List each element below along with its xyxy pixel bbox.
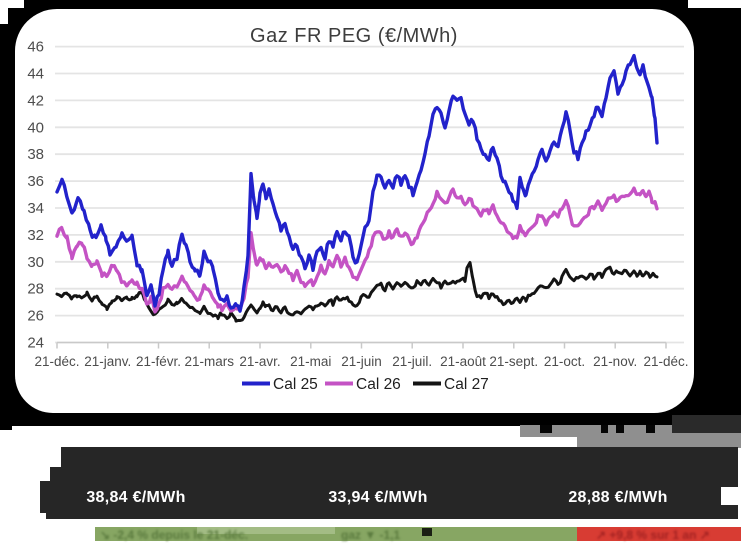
svg-text:44: 44: [27, 66, 44, 83]
svg-text:Gaz FR PEG (€/MWh): Gaz FR PEG (€/MWh): [250, 25, 458, 47]
svg-text:21-mai: 21-mai: [290, 354, 331, 369]
svg-text:21-mars: 21-mars: [184, 354, 234, 369]
svg-text:21-juin: 21-juin: [341, 354, 382, 369]
svg-text:21-févr.: 21-févr.: [136, 354, 181, 369]
svg-text:21-janv.: 21-janv.: [84, 354, 131, 369]
svg-text:42: 42: [27, 92, 44, 109]
svg-text:38: 38: [27, 146, 44, 163]
svg-text:24: 24: [27, 335, 44, 352]
svg-text:30: 30: [27, 254, 44, 271]
svg-text:21-août: 21-août: [440, 354, 486, 369]
svg-text:32: 32: [27, 227, 44, 244]
svg-text:26: 26: [27, 308, 44, 325]
svg-text:Cal 25: Cal 25: [273, 376, 318, 393]
svg-text:34: 34: [27, 200, 44, 217]
svg-text:21-déc.: 21-déc.: [643, 354, 688, 369]
svg-text:21-oct.: 21-oct.: [544, 354, 585, 369]
svg-text:21-sept.: 21-sept.: [489, 354, 538, 369]
svg-text:36: 36: [27, 173, 44, 190]
svg-text:Cal 27: Cal 27: [444, 376, 489, 393]
svg-text:21-nov.: 21-nov.: [593, 354, 637, 369]
svg-text:40: 40: [27, 119, 44, 136]
svg-text:Cal 26: Cal 26: [356, 376, 401, 393]
svg-text:21-avr.: 21-avr.: [239, 354, 280, 369]
svg-text:21-juil.: 21-juil.: [392, 354, 432, 369]
svg-text:46: 46: [27, 39, 44, 56]
svg-text:21-déc.: 21-déc.: [34, 354, 79, 369]
svg-text:28: 28: [27, 281, 44, 298]
